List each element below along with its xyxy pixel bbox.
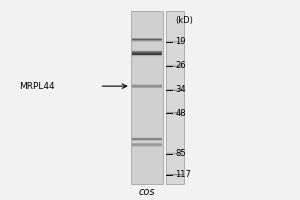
Bar: [167, 91, 183, 92]
Bar: [132, 137, 162, 138]
Text: 26: 26: [175, 61, 186, 70]
Text: 85: 85: [175, 149, 186, 158]
Bar: [132, 39, 162, 40]
Bar: [167, 43, 183, 44]
Bar: [167, 66, 183, 67]
Bar: [167, 173, 183, 174]
Bar: [167, 153, 183, 154]
Bar: [132, 39, 162, 40]
Bar: [132, 144, 162, 145]
Bar: [132, 50, 162, 51]
Bar: [132, 56, 162, 57]
Bar: [167, 64, 183, 65]
Bar: [132, 40, 162, 41]
Bar: [167, 175, 183, 176]
Bar: [132, 53, 162, 54]
Bar: [167, 112, 183, 113]
Bar: [132, 41, 162, 42]
Bar: [132, 51, 162, 52]
Bar: [167, 89, 183, 90]
Bar: [167, 90, 183, 91]
Bar: [132, 54, 162, 55]
Text: cos: cos: [139, 187, 155, 197]
Bar: [132, 84, 162, 85]
Text: MRPL44: MRPL44: [19, 82, 55, 91]
Bar: [132, 54, 162, 55]
Bar: [166, 11, 184, 184]
Bar: [167, 154, 183, 155]
Bar: [132, 85, 162, 86]
Text: (kD): (kD): [175, 16, 193, 25]
Bar: [132, 139, 162, 140]
Bar: [167, 90, 183, 91]
Bar: [167, 41, 183, 42]
Bar: [167, 174, 183, 175]
Bar: [132, 38, 162, 39]
Bar: [167, 113, 183, 114]
Bar: [167, 174, 183, 175]
Bar: [132, 146, 162, 147]
Bar: [167, 114, 183, 115]
Bar: [132, 146, 162, 147]
Bar: [132, 87, 162, 88]
Bar: [132, 143, 162, 144]
Bar: [167, 67, 183, 68]
Bar: [167, 66, 183, 67]
Bar: [167, 111, 183, 112]
Text: 48: 48: [175, 109, 186, 118]
Bar: [132, 137, 162, 138]
Bar: [167, 88, 183, 89]
Text: 19: 19: [175, 37, 186, 46]
Bar: [132, 55, 162, 56]
Text: 117: 117: [175, 170, 191, 179]
Bar: [132, 143, 162, 144]
Bar: [167, 152, 183, 153]
Bar: [167, 112, 183, 113]
Bar: [132, 38, 162, 39]
Text: 34: 34: [175, 85, 186, 94]
Bar: [167, 42, 183, 43]
Bar: [132, 52, 162, 53]
Bar: [167, 64, 183, 65]
Bar: [132, 84, 162, 85]
Bar: [132, 140, 162, 141]
Bar: [131, 11, 164, 184]
Bar: [132, 140, 162, 141]
Bar: [167, 65, 183, 66]
Bar: [132, 87, 162, 88]
Bar: [132, 138, 162, 139]
Bar: [132, 51, 162, 52]
Bar: [132, 139, 162, 140]
Bar: [132, 138, 162, 139]
Bar: [167, 40, 183, 41]
Bar: [132, 145, 162, 146]
Bar: [132, 86, 162, 87]
Bar: [167, 114, 183, 115]
